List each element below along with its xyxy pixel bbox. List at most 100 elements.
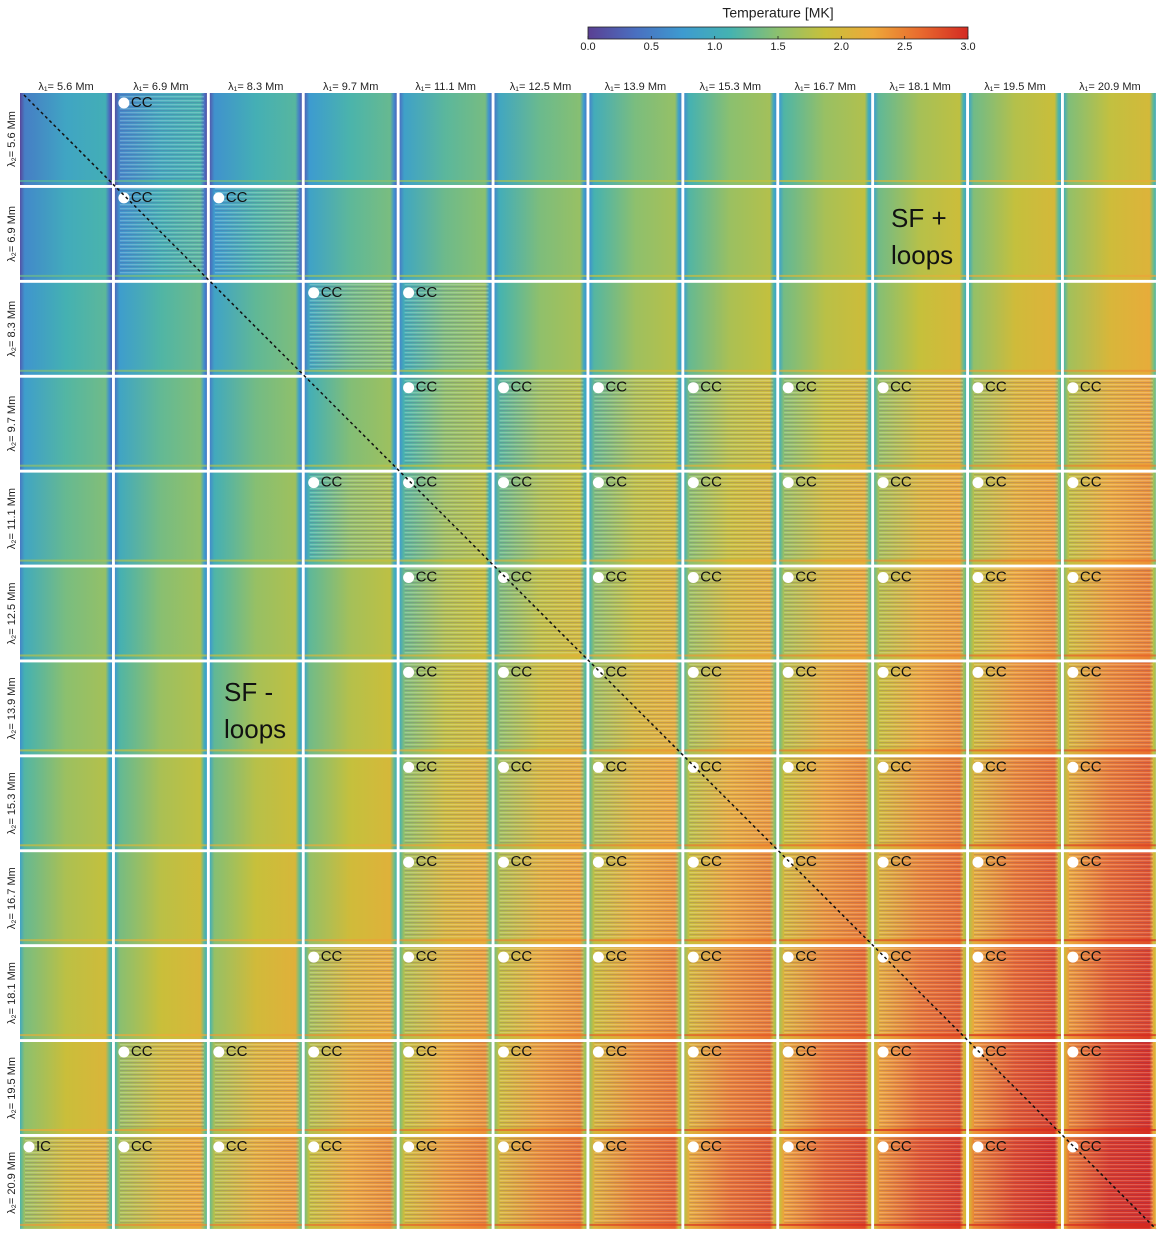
panel: [1063, 282, 1156, 375]
panel-marker: [308, 1046, 320, 1058]
panel-bottom-band: [874, 464, 967, 467]
panel-label: CC: [795, 379, 817, 396]
panel-label: CC: [1080, 1138, 1102, 1155]
panel-stripes: [214, 1136, 299, 1223]
panel: [494, 93, 587, 185]
panel-label: CC: [416, 568, 438, 585]
row-label: λ₂= 18.1 Mm: [6, 962, 18, 1024]
panel-bottom-band: [874, 559, 967, 562]
panel-stripes: [879, 1136, 964, 1223]
panel-stripes: [1068, 852, 1153, 939]
panel-bottom-band: [589, 1223, 682, 1226]
panel-stripes: [499, 472, 584, 559]
panel: [874, 282, 967, 375]
panel-marker: [592, 666, 604, 678]
panel-bottom-band: [874, 1223, 967, 1226]
panel-bottom-band: [114, 180, 207, 182]
panel: [114, 662, 207, 755]
column-label: λ₁= 20.9 Mm: [1079, 81, 1140, 93]
panel-marker: [972, 477, 984, 489]
panel-label: CC: [795, 1043, 817, 1060]
panel: [589, 93, 682, 185]
panel-bottom-band: [304, 1034, 397, 1037]
panel-bottom-band: [779, 1034, 872, 1037]
panel-label: CC: [511, 853, 533, 870]
panel-marker: [687, 761, 699, 773]
panel-label: CC: [700, 1138, 722, 1155]
panel-label: CC: [795, 663, 817, 680]
panel-bottom-band: [494, 464, 587, 467]
panel-bottom-band: [969, 654, 1061, 657]
panel-label: CC: [321, 1138, 343, 1155]
panel-marker: [308, 1141, 320, 1153]
panel-bottom-band: [399, 1129, 492, 1131]
panel-stripes: [689, 1042, 774, 1128]
panel-stripes: [879, 852, 964, 939]
panel-bottom-band: [779, 1223, 872, 1226]
panel-marker: [213, 1141, 225, 1153]
panel-bottom-band: [209, 1223, 302, 1226]
panel-marker: [687, 572, 699, 583]
panel-bottom-band: [684, 274, 777, 277]
panel-stripes: [404, 1042, 489, 1128]
panel-bottom-band: [399, 939, 492, 942]
panel-bottom-band: [20, 844, 112, 847]
panel-bottom-band: [969, 1034, 1061, 1037]
panel-bottom-band: [399, 180, 492, 182]
panel-marker: [782, 477, 794, 489]
column-label: λ₁= 15.3 Mm: [700, 81, 761, 93]
colorbar-tick-label: 2.0: [834, 41, 849, 53]
panel-bottom-band: [304, 274, 397, 277]
panel: [209, 472, 302, 565]
panel: [304, 662, 397, 755]
panel: [114, 757, 207, 850]
panel-label: CC: [511, 568, 533, 585]
panel-stripes: [974, 1042, 1058, 1128]
panel-stripes: [119, 1042, 204, 1128]
panel-marker: [308, 951, 320, 963]
panel-label: CC: [226, 189, 248, 206]
panel-marker: [687, 1141, 699, 1153]
panel-bottom-band: [304, 369, 397, 372]
panel-stripes: [784, 1042, 869, 1128]
panel: [209, 377, 302, 470]
panel-bottom-band: [779, 939, 872, 942]
panel-label: CC: [416, 758, 438, 775]
panel: [304, 757, 397, 850]
annotation: loops: [891, 240, 953, 270]
panel: [114, 377, 207, 470]
panel: [209, 947, 302, 1040]
panel-label: CC: [985, 568, 1007, 585]
panel-bottom-band: [589, 654, 682, 657]
panel-bottom-band: [589, 559, 682, 562]
panel-bottom-band: [684, 180, 777, 182]
panel-marker: [972, 382, 984, 394]
panel-label: CC: [890, 474, 912, 491]
panel-bottom-band: [589, 749, 682, 752]
column-label: λ₁= 9.7 Mm: [323, 81, 378, 93]
panel-marker: [782, 1046, 794, 1058]
panel-bottom-band: [684, 749, 777, 752]
panel: [969, 93, 1061, 185]
panel: [1063, 93, 1156, 185]
panel-label: CC: [700, 1043, 722, 1060]
panel-stripes: [879, 757, 964, 844]
panel-label: CC: [890, 948, 912, 965]
panel-marker: [498, 1046, 509, 1058]
panel-marker: [782, 572, 794, 583]
panel: [874, 187, 967, 280]
panel-marker: [972, 1046, 984, 1058]
panel-bottom-band: [1063, 464, 1156, 467]
panel: [209, 567, 302, 660]
row-label: λ₂= 8.3 Mm: [6, 301, 18, 357]
panel: [20, 472, 112, 565]
panel-label: CC: [700, 568, 722, 585]
panel-bottom-band: [114, 939, 207, 942]
panel: [589, 187, 682, 280]
panel-stripes: [214, 1042, 299, 1128]
panel-marker: [498, 761, 509, 773]
panel-bottom-band: [494, 1129, 587, 1131]
panel-bottom-band: [209, 749, 302, 752]
panel-marker: [403, 951, 415, 963]
panel-bottom-band: [20, 1034, 112, 1037]
